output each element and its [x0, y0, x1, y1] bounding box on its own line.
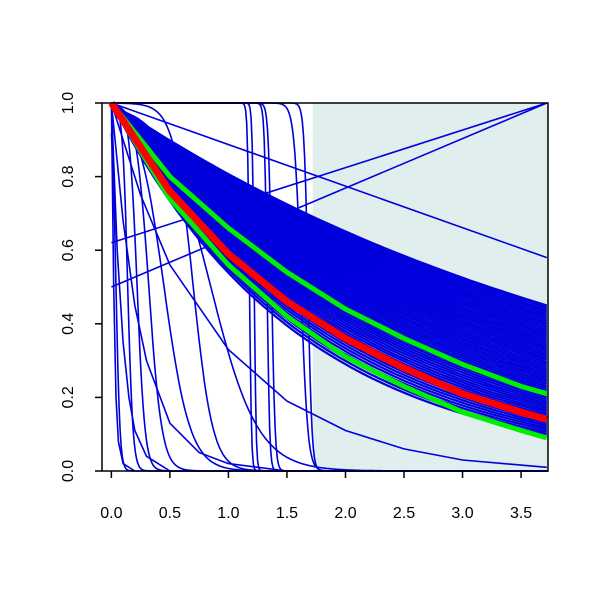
other-curve-3: [110, 102, 547, 469]
y-tick-label: 1.0: [60, 92, 77, 114]
y-tick-label: 0.4: [60, 313, 77, 335]
y-tick-label: 0.2: [60, 386, 77, 408]
other-curve-1: [111, 102, 548, 288]
other-curve-4: [110, 102, 288, 472]
plot-frame: [101, 102, 549, 472]
y-tick-label: 0.8: [60, 165, 77, 187]
x-tick-label: 2.0: [334, 505, 356, 522]
x-tick-label: 1.0: [217, 505, 239, 522]
x-tick-label: 2.5: [393, 505, 415, 522]
y-tick-label: 0.6: [60, 239, 77, 261]
x-tick-label: 3.0: [451, 505, 473, 522]
other-curve-2: [111, 102, 548, 259]
x-tick-label: 1.5: [276, 505, 298, 522]
axes-layer: 0.0 0.5 1.0 1.5 2.0 2.5 3.0 3.5 0.0 0.2 0.4 0.6 0.8 1…: [60, 92, 549, 522]
x-tick-label: 3.5: [510, 505, 532, 522]
other-curve-6: [110, 102, 136, 472]
other-curve-5: [110, 102, 171, 472]
x-tick-label: 0.0: [100, 505, 122, 522]
y-tick-label: 0.0: [60, 460, 77, 482]
central-curve: [108, 101, 548, 423]
bound-curve-0: [109, 101, 548, 397]
decay-curve-59: [110, 102, 548, 307]
x-tick-label: 0.5: [159, 505, 181, 522]
bound-curve-1: [109, 101, 548, 441]
